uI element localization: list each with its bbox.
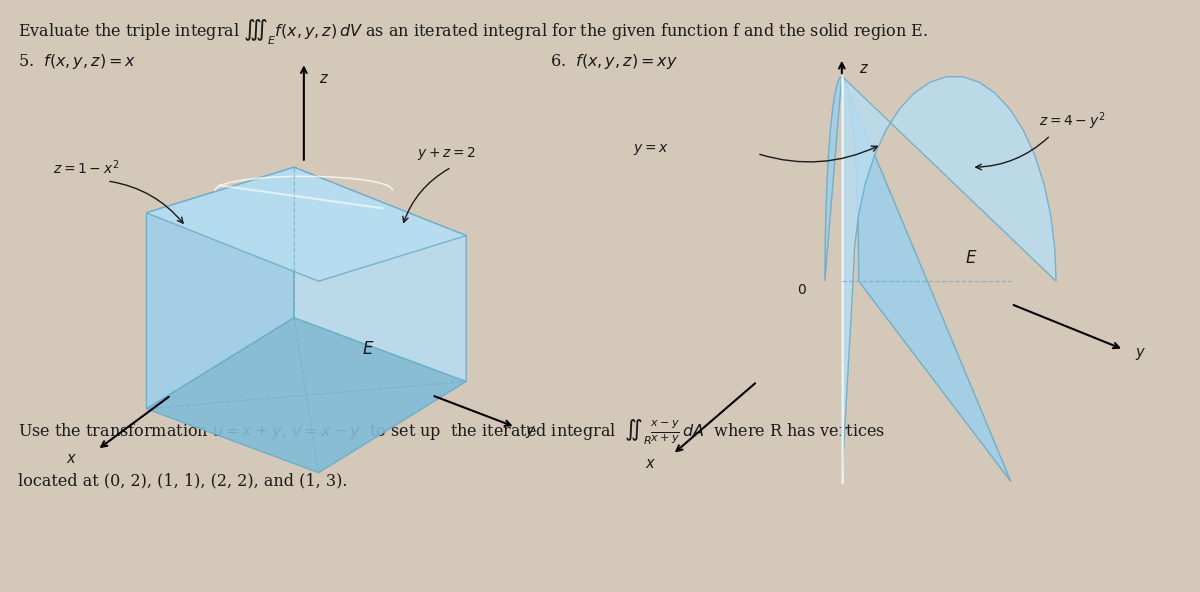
Text: $x$: $x$	[644, 456, 655, 471]
Text: $z$: $z$	[319, 72, 329, 85]
Text: $0$: $0$	[798, 284, 808, 297]
Text: $y$: $y$	[526, 424, 536, 440]
Polygon shape	[842, 76, 1056, 482]
Text: 5.  $f(x, y, z) = x$: 5. $f(x, y, z) = x$	[18, 52, 137, 71]
Polygon shape	[824, 76, 1010, 482]
Text: located at (0, 2), (1, 1), (2, 2), and (1, 3).: located at (0, 2), (1, 1), (2, 2), and (…	[18, 472, 348, 489]
Text: 6.  $f(x,y,z) = xy$: 6. $f(x,y,z) = xy$	[550, 52, 678, 71]
Text: $E$: $E$	[965, 250, 978, 267]
Polygon shape	[294, 167, 467, 381]
Text: $z$: $z$	[859, 62, 869, 76]
Text: $y=x$: $y=x$	[634, 141, 670, 156]
Text: $z=1-x^2$: $z=1-x^2$	[53, 158, 119, 176]
Polygon shape	[146, 167, 294, 409]
Text: $E$: $E$	[361, 341, 374, 358]
Text: $y+z=2$: $y+z=2$	[418, 145, 476, 162]
Polygon shape	[146, 318, 467, 472]
Text: $z=4-y^2$: $z=4-y^2$	[1039, 111, 1105, 133]
Text: Use the transformation $u = x + y,\, v = x - y$  to set up  the iterated integra: Use the transformation $u = x + y,\, v =…	[18, 417, 886, 446]
Text: Evaluate the triple integral $\iiint_E f(x,y,z)\,dV$ as an iterated integral for: Evaluate the triple integral $\iiint_E f…	[18, 17, 928, 47]
Text: $y$: $y$	[1135, 346, 1146, 362]
Text: $x$: $x$	[66, 452, 78, 466]
Polygon shape	[146, 167, 467, 281]
